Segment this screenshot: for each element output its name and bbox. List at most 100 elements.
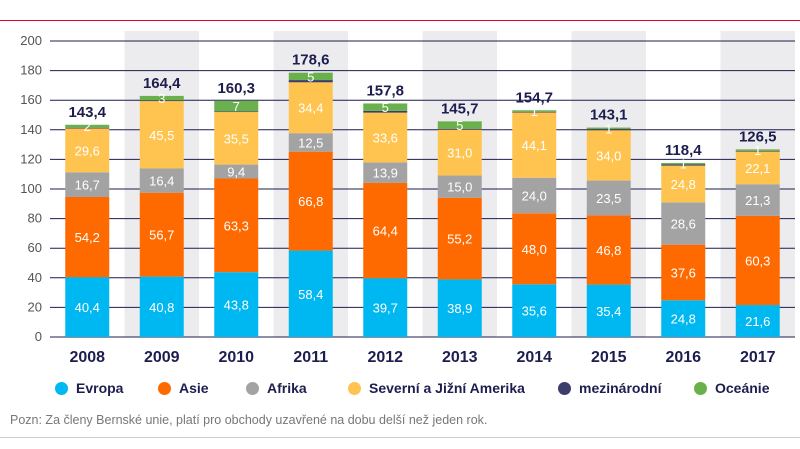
x-axis: 2008 2009 2010 2011 2012 2013 2014 2015 2016 2017 bbox=[69, 349, 775, 366]
bar-segment bbox=[288, 72, 333, 81]
segment-label: 24,8 bbox=[671, 312, 696, 327]
y-tick-label: 0 bbox=[35, 329, 42, 344]
y-tick-label: 100 bbox=[20, 181, 42, 196]
segment-label: 35,6 bbox=[522, 304, 547, 319]
segment-label: 56,7 bbox=[149, 228, 174, 243]
x-tick-label: 2008 bbox=[69, 349, 105, 366]
segment-label: 35,4 bbox=[596, 304, 621, 319]
total-label: 164,4 bbox=[143, 75, 181, 92]
segment-label: 31,0 bbox=[447, 146, 472, 161]
total-label: 160,3 bbox=[217, 80, 255, 97]
bar-segment bbox=[288, 133, 333, 152]
bar-segment bbox=[437, 129, 482, 176]
bar-segment bbox=[65, 128, 110, 173]
y-tick-label: 140 bbox=[20, 122, 42, 137]
segment-label: 44,1 bbox=[522, 138, 547, 153]
bar-segment bbox=[661, 165, 706, 203]
legend-swatch-icon bbox=[348, 381, 361, 395]
bar-segment bbox=[288, 250, 333, 337]
bar-segment bbox=[437, 128, 482, 130]
bar-segment bbox=[735, 215, 780, 306]
legend-item: Oceánie bbox=[694, 380, 769, 396]
segment-label: 1 bbox=[754, 143, 761, 158]
legend-swatch-icon bbox=[55, 381, 68, 395]
segment-label: 58,4 bbox=[298, 287, 323, 302]
bar-segment bbox=[735, 151, 780, 185]
bar-segment bbox=[363, 103, 408, 111]
segment-label: 37,6 bbox=[671, 265, 696, 280]
bar-segment bbox=[363, 182, 408, 279]
bar-segment bbox=[512, 110, 557, 112]
segment-label: 54,2 bbox=[75, 230, 100, 245]
bar-segment bbox=[586, 129, 631, 131]
segment-label: 33,6 bbox=[373, 130, 398, 145]
bar-segment bbox=[363, 110, 408, 113]
bar-segment bbox=[586, 130, 631, 181]
bar-segment bbox=[735, 150, 780, 152]
x-tick-label: 2015 bbox=[591, 349, 627, 366]
total-label: 143,1 bbox=[590, 107, 628, 124]
segment-label: 45,5 bbox=[149, 128, 174, 143]
legend-label: Asie bbox=[179, 380, 209, 396]
total-label: 154,7 bbox=[515, 89, 553, 106]
bar-segment bbox=[363, 278, 408, 337]
bar-segment bbox=[512, 213, 557, 285]
y-tick-label: 160 bbox=[20, 92, 42, 107]
segment-label: 23,5 bbox=[596, 191, 621, 206]
x-tick-label: 2011 bbox=[293, 349, 328, 366]
segment-label: 60,3 bbox=[745, 253, 770, 268]
bar-segment bbox=[586, 127, 631, 130]
bar-segment bbox=[65, 124, 110, 128]
legend-item: Asie bbox=[158, 380, 209, 396]
legend-swatch-icon bbox=[158, 381, 171, 395]
y-tick-label: 200 bbox=[20, 33, 42, 48]
segment-label: 5 bbox=[456, 118, 463, 133]
x-tick-label: 2012 bbox=[367, 349, 403, 366]
bar-segment bbox=[586, 284, 631, 337]
bars: 40,454,216,729,62143,440,856,716,445,531… bbox=[65, 52, 780, 337]
x-tick-label: 2017 bbox=[740, 349, 776, 366]
segment-label: 39,7 bbox=[373, 301, 398, 316]
bar-segment bbox=[65, 127, 110, 129]
y-tick-label: 40 bbox=[28, 270, 42, 285]
bar-segment bbox=[214, 100, 259, 112]
legend-item: Evropa bbox=[55, 380, 123, 396]
bar-segment bbox=[288, 82, 333, 134]
bar-segment bbox=[661, 300, 706, 337]
segment-label: 24,0 bbox=[522, 189, 547, 204]
legend-label: Severní a Jižní Amerika bbox=[369, 380, 525, 396]
top-rule bbox=[0, 20, 800, 21]
total-label: 178,6 bbox=[292, 52, 330, 69]
stacked-bar-chart: 0 20 40 60 80 100 120 140 160 180 200 40,4 54,2 16,7… bbox=[20, 31, 795, 366]
segment-label: 40,4 bbox=[75, 300, 100, 315]
bar-segment bbox=[65, 196, 110, 278]
x-tick-label: 2013 bbox=[442, 349, 478, 366]
y-tick-label: 80 bbox=[28, 211, 42, 226]
bar-segment bbox=[437, 197, 482, 280]
segment-label: 9,4 bbox=[227, 165, 245, 180]
bar-segment bbox=[139, 276, 184, 337]
total-label: 118,4 bbox=[665, 142, 702, 159]
bar-segment bbox=[512, 284, 557, 337]
bottom-rule bbox=[0, 437, 800, 438]
segment-label: 21,6 bbox=[745, 314, 770, 329]
legend-item: Severní a Jižní Amerika bbox=[348, 380, 525, 396]
segment-label: 46,8 bbox=[596, 243, 621, 258]
segment-label: 48,0 bbox=[522, 242, 547, 257]
segment-label: 2 bbox=[84, 119, 91, 134]
bar-segment bbox=[363, 162, 408, 183]
total-label: 157,8 bbox=[366, 82, 404, 99]
segment-label: 34,0 bbox=[596, 148, 621, 163]
legend-label: Evropa bbox=[76, 380, 124, 396]
legend-item: mezinárodní bbox=[558, 380, 661, 396]
bar-segment bbox=[363, 112, 408, 163]
segment-label: 29,6 bbox=[75, 143, 100, 158]
segment-label: 5 bbox=[382, 100, 389, 115]
bar-segment bbox=[214, 272, 259, 337]
bar-segment bbox=[437, 121, 482, 129]
bar-segment bbox=[661, 244, 706, 301]
segment-label: 3 bbox=[158, 91, 165, 106]
bar-segment bbox=[214, 111, 259, 113]
total-label: 126,5 bbox=[739, 128, 777, 145]
bar-segment bbox=[139, 95, 184, 101]
